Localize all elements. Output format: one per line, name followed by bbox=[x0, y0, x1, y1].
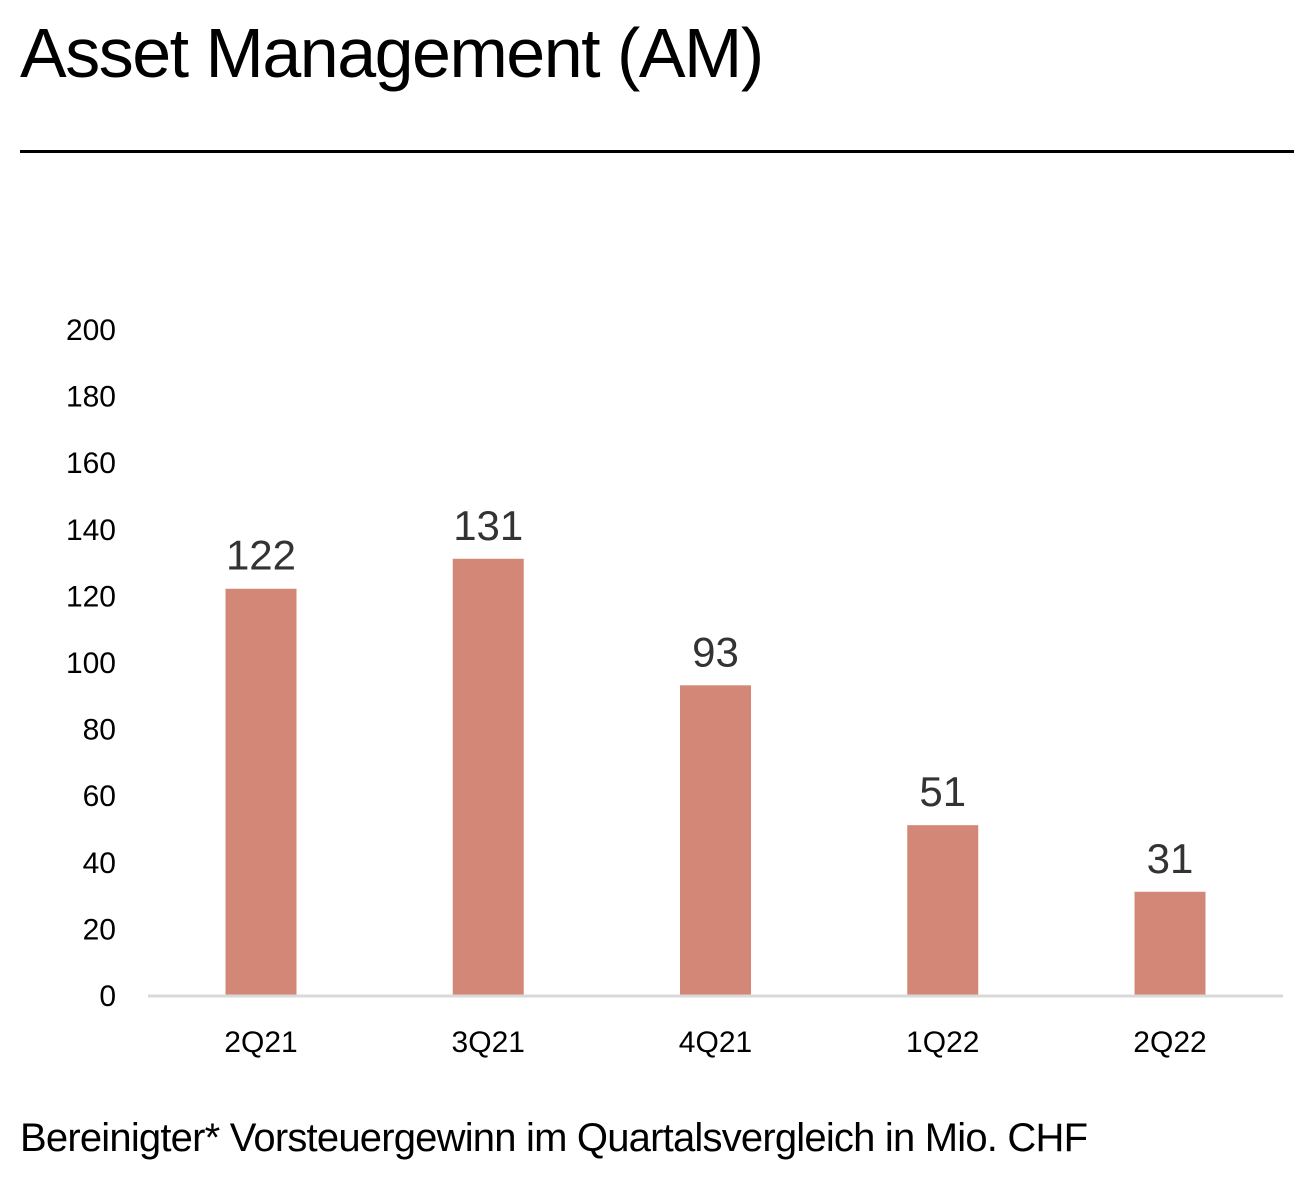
y-tick-label: 160 bbox=[66, 447, 116, 480]
data-label: 131 bbox=[453, 502, 523, 549]
data-labels: 122 131 93 51 31 bbox=[226, 502, 1193, 882]
title-divider bbox=[20, 150, 1294, 153]
x-tick-label: 1Q22 bbox=[906, 1026, 979, 1059]
y-tick-label: 60 bbox=[83, 780, 116, 813]
y-tick-label: 80 bbox=[83, 714, 116, 747]
bar-2q21 bbox=[225, 588, 297, 995]
chart-title: Asset Management (AM) bbox=[20, 14, 764, 92]
bar-1q22 bbox=[907, 825, 979, 995]
data-label: 51 bbox=[919, 768, 966, 815]
y-tick-label: 200 bbox=[66, 314, 116, 347]
bars bbox=[225, 558, 1206, 995]
x-tick-label: 4Q21 bbox=[679, 1026, 752, 1059]
bar-4q21 bbox=[680, 685, 751, 995]
bar-2q22 bbox=[1134, 891, 1206, 995]
y-tick-label: 180 bbox=[66, 381, 116, 414]
y-axis-ticks: 0 20 40 60 80 100 120 140 160 180 200 bbox=[66, 314, 116, 1013]
data-label: 93 bbox=[692, 628, 739, 675]
data-label: 122 bbox=[226, 532, 296, 579]
y-tick-label: 120 bbox=[66, 580, 116, 613]
y-tick-label: 100 bbox=[66, 647, 116, 680]
y-tick-label: 140 bbox=[66, 514, 116, 547]
x-axis-ticks: 2Q21 3Q21 4Q21 1Q22 2Q22 bbox=[224, 1026, 1206, 1059]
x-tick-label: 2Q22 bbox=[1133, 1026, 1206, 1059]
bar-3q21 bbox=[452, 558, 524, 995]
y-tick-label: 0 bbox=[99, 980, 116, 1013]
y-tick-label: 20 bbox=[83, 913, 116, 946]
y-tick-label: 40 bbox=[83, 847, 116, 880]
x-tick-label: 2Q21 bbox=[224, 1026, 297, 1059]
data-label: 31 bbox=[1147, 835, 1194, 882]
chart-caption: Bereinigter* Vorsteuergewinn im Quartals… bbox=[20, 1116, 1088, 1160]
x-tick-label: 3Q21 bbox=[452, 1026, 525, 1059]
